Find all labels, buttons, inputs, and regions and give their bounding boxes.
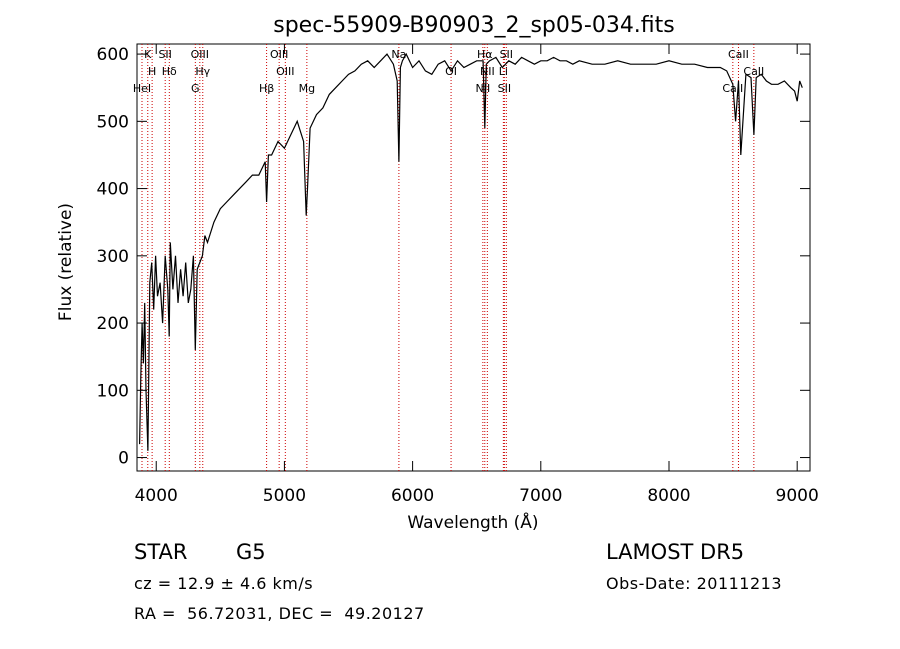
axes: 4000 5000 6000 7000 8000 9000 0 100 200 300 400 500… [97,44,819,506]
x-tick-label: 6000 [391,486,434,506]
x-tick-label: 8000 [647,486,690,506]
line-label: SII [158,48,171,61]
spectral-line-markers [141,44,755,471]
line-label: SII [500,48,513,61]
line-label: Li [499,65,508,78]
spectral-line-labels: KHHeISIIHδGOIIIHγHβOIIIOIIIMgNaOINIIHαNI… [133,48,764,95]
line-label: Na [391,48,406,61]
line-label: CaII [728,48,749,61]
line-label: K [144,48,152,61]
line-label: Hβ [259,82,274,95]
line-label: NII [480,65,495,78]
line-label: OIII [191,48,209,61]
line-label: OIII [276,65,294,78]
line-label: Hγ [195,65,210,78]
x-tick-label: 7000 [519,486,562,506]
redshift-velocity: cz = 12.9 ± 4.6 km/s [134,574,314,593]
line-label: H [148,65,156,78]
y-axis-label: Flux (relative) [56,203,76,321]
line-label: NII [475,82,490,95]
survey-name: LAMOST DR5 [606,540,745,564]
y-tick-label: 600 [97,45,129,65]
x-tick-label: 5000 [263,486,306,506]
x-axis-label: Wavelength (Å) [407,511,538,533]
object-subclass: G5 [236,540,266,564]
line-label: SII [498,82,511,95]
line-label: HeI [133,82,151,95]
line-label: Hα [477,48,493,61]
line-label: OIII [270,48,288,61]
plot-frame [136,43,811,472]
y-tick-label: 100 [97,381,129,401]
line-label: CaII [743,65,764,78]
x-tick-label: 4000 [135,486,178,506]
spectrum-line [139,52,803,451]
observation-date: Obs-Date: 20111213 [606,574,783,593]
y-tick-label: 500 [97,112,129,132]
line-label: Hδ [162,65,177,78]
object-class: STAR [134,540,188,564]
y-tick-label: 400 [97,180,129,200]
y-tick-label: 200 [97,314,129,334]
y-tick-label: 0 [118,449,129,469]
y-tick-label: 300 [97,247,129,267]
x-tick-label: 9000 [776,486,819,506]
chart-title: spec-55909-B90903_2_sp05-034.fits [273,13,675,38]
line-label: G [191,82,200,95]
line-label: Mg [299,82,315,95]
ra-dec-coordinates: RA = 56.72031, DEC = 49.20127 [134,604,425,623]
